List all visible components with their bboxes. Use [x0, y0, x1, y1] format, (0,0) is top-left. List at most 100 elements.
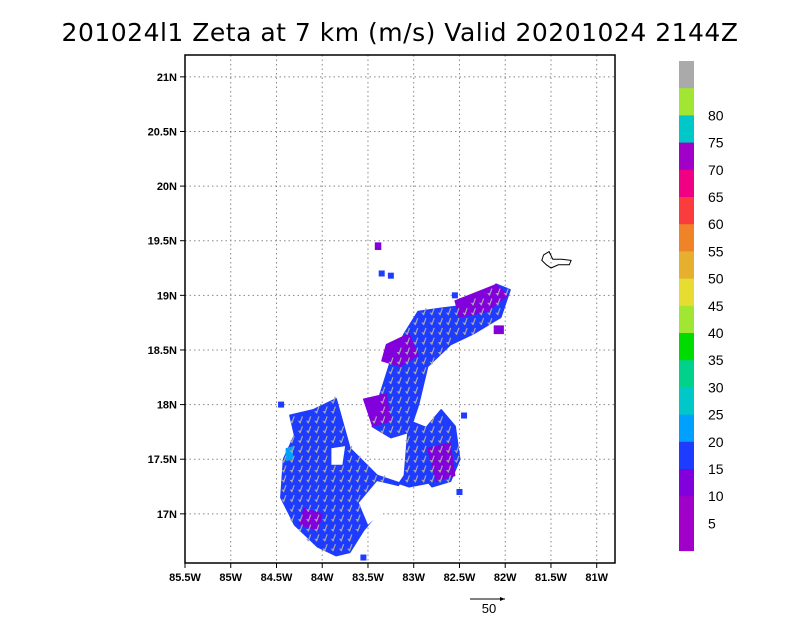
vector-scale: 50	[470, 597, 505, 616]
wind-vector-head	[305, 519, 310, 522]
wind-vector-head	[322, 479, 326, 483]
wind-vector-head	[388, 430, 392, 434]
wind-vector-head	[314, 499, 318, 503]
wind-vector-head	[305, 460, 310, 463]
wind-vector-head	[454, 450, 458, 453]
wind-vector-head	[413, 430, 417, 434]
wind-vector-head	[437, 342, 442, 345]
wind-vector-head	[429, 479, 433, 483]
wind-vector-head	[421, 351, 425, 355]
wind-vector-head	[338, 538, 343, 542]
wind-vector-head	[404, 410, 409, 414]
wind-vector-head	[314, 519, 318, 522]
field-fragment	[456, 488, 463, 495]
wind-vector-head	[437, 351, 442, 355]
wind-vector-head	[396, 420, 400, 424]
wind-vector-head	[421, 361, 425, 365]
purple-patch	[374, 242, 382, 250]
wind-vector-head	[355, 460, 359, 463]
wind-vector-head	[347, 509, 351, 512]
wind-vector-head	[347, 528, 351, 532]
wind-vector-head	[413, 351, 417, 355]
wind-vector-head	[289, 469, 293, 473]
wind-vector-head	[297, 519, 302, 522]
wind-vector-head	[413, 460, 417, 463]
x-tick-label: 85W	[219, 572, 242, 584]
wind-vector-head	[297, 509, 302, 512]
x-tick-label: 84W	[311, 572, 334, 584]
wind-vector-head	[371, 420, 376, 424]
wind-vector-head	[404, 420, 409, 424]
wind-vector-head	[495, 302, 499, 306]
wind-vector-head	[421, 371, 425, 375]
wind-vector-head	[445, 312, 450, 316]
wind-vector-head	[314, 460, 318, 463]
wind-vector-head	[445, 440, 450, 444]
wind-vector-head	[297, 469, 302, 473]
wind-vector-head	[305, 430, 310, 434]
wind-vector-head	[314, 410, 318, 414]
wind-vector-head	[322, 528, 326, 532]
wind-vector-head	[429, 430, 433, 434]
colorbar-label: 65	[708, 189, 724, 205]
colorbar-label: 55	[708, 243, 724, 259]
wind-vector-head	[355, 519, 359, 522]
wind-vector-head	[388, 371, 392, 375]
wind-vector-head	[289, 519, 293, 522]
wind-vector-head	[445, 332, 450, 335]
wind-vector-head	[355, 509, 359, 512]
wind-vector-head	[297, 489, 302, 493]
region-northeast-band	[371, 283, 511, 439]
colorbar-swatch	[679, 305, 694, 334]
wind-vector-head	[470, 312, 475, 316]
colorbar-swatch	[679, 88, 694, 116]
wind-vector-head	[314, 450, 318, 453]
colorbar-swatch	[679, 278, 694, 307]
wind-vector-head	[429, 351, 433, 355]
wind-vector-head	[445, 450, 450, 453]
wind-vector-head	[314, 538, 318, 542]
wind-vector-head	[404, 430, 409, 434]
y-tick-label: 17N	[157, 509, 177, 521]
data-gap	[331, 446, 346, 465]
wind-vector-head	[470, 302, 475, 306]
wind-vector-head	[388, 391, 392, 394]
wind-vector-head	[305, 420, 310, 424]
wind-vector-head	[470, 332, 475, 335]
wind-vector-head	[429, 450, 433, 453]
wind-vector-head	[404, 371, 409, 375]
wind-vector-head	[347, 479, 351, 483]
wind-vector-head	[281, 499, 285, 503]
wind-vector-head	[437, 312, 442, 316]
colorbar-swatch	[679, 251, 694, 280]
wind-vector-head	[314, 479, 318, 483]
wind-vector-head	[380, 401, 384, 404]
wind-vector-head	[396, 351, 400, 355]
wind-vector-head	[289, 499, 293, 503]
wind-vector-head	[437, 440, 442, 444]
field-fragment	[461, 412, 468, 419]
wind-vector-head	[305, 499, 310, 503]
wind-vector-head	[437, 450, 442, 453]
wind-vector-head	[305, 528, 310, 532]
colorbar-swatch	[679, 333, 694, 361]
colorbar-label: 25	[708, 407, 724, 423]
colorbar-label: 5	[708, 515, 716, 531]
wind-vector-head	[330, 410, 335, 414]
wind-vector-head	[297, 479, 302, 483]
wind-vector-head	[305, 489, 310, 493]
wind-vector-head	[314, 509, 318, 512]
x-tick-label: 81W	[585, 572, 608, 584]
wind-vector-head	[322, 548, 326, 552]
wind-vector-head	[421, 430, 425, 434]
colorbar-label: 45	[708, 298, 724, 314]
wind-vector-head	[297, 499, 302, 503]
wind-vector-head	[297, 440, 302, 444]
wind-vector-head	[363, 469, 368, 473]
wind-vector-head	[330, 430, 335, 434]
wind-vector-head	[322, 469, 326, 473]
colorbar-label: 30	[708, 379, 724, 395]
wind-vector-head	[314, 420, 318, 424]
wind-vector-head	[413, 469, 417, 473]
wind-vector-head	[347, 538, 351, 542]
